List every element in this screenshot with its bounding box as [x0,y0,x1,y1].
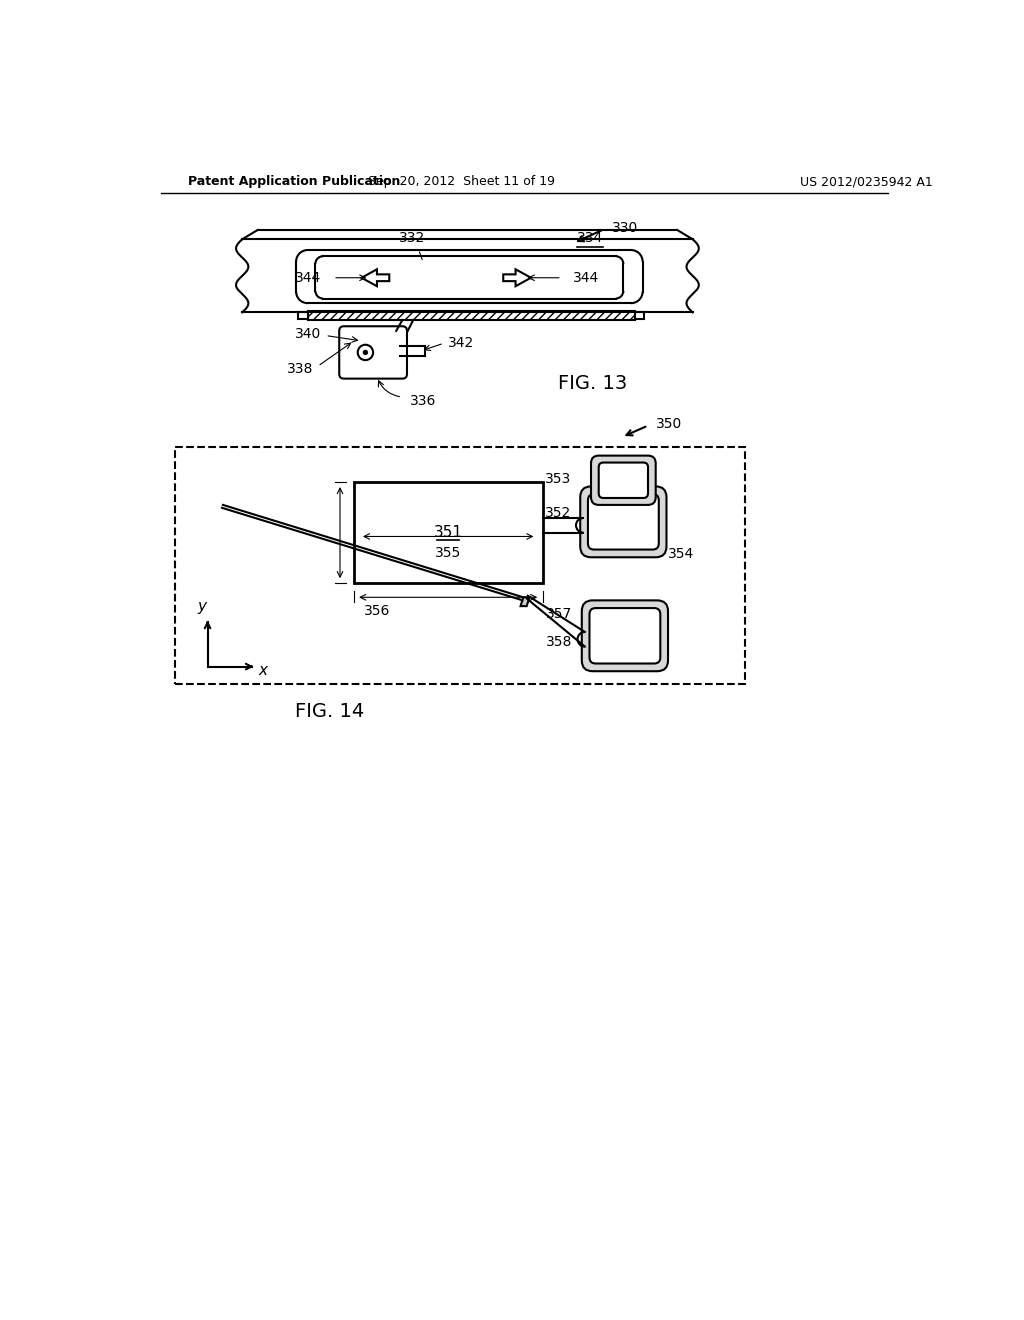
Text: US 2012/0235942 A1: US 2012/0235942 A1 [801,176,933,187]
Text: Sep. 20, 2012  Sheet 11 of 19: Sep. 20, 2012 Sheet 11 of 19 [369,176,555,187]
Bar [175,447,745,684]
FancyBboxPatch shape [588,494,658,549]
FancyBboxPatch shape [590,609,660,664]
Text: 353: 353 [545,473,571,487]
Text: 344: 344 [295,271,322,285]
Text: FIG. 13: FIG. 13 [558,374,627,393]
FancyBboxPatch shape [339,326,407,379]
Text: 354: 354 [668,548,694,561]
Text: 336: 336 [410,393,436,408]
Text: 344: 344 [573,271,600,285]
FancyBboxPatch shape [599,462,648,498]
Text: 352: 352 [545,506,571,520]
Polygon shape [503,269,531,286]
Text: 342: 342 [447,337,474,350]
Text: 338: 338 [287,363,313,376]
Text: 332: 332 [398,231,425,246]
Text: y: y [197,599,206,614]
Text: Patent Application Publication: Patent Application Publication [188,176,400,187]
Bar [298,313,307,319]
Polygon shape [520,598,529,606]
Bar [307,312,635,321]
Text: 350: 350 [655,417,682,432]
Text: x: x [258,663,267,678]
Text: FIG. 14: FIG. 14 [295,702,364,721]
Circle shape [362,350,368,355]
Text: 330: 330 [611,220,638,235]
Text: 355: 355 [435,546,461,561]
Text: 358: 358 [546,635,572,649]
Circle shape [357,345,373,360]
FancyBboxPatch shape [582,601,668,671]
FancyBboxPatch shape [591,455,655,506]
Text: 334: 334 [578,231,603,246]
FancyBboxPatch shape [581,487,667,557]
Bar [635,313,644,319]
Text: 356: 356 [364,605,390,618]
Text: 357: 357 [546,607,572,622]
Text: 351: 351 [434,525,463,540]
Text: 340: 340 [295,327,321,341]
Bar [354,482,543,583]
Polygon shape [361,269,389,286]
